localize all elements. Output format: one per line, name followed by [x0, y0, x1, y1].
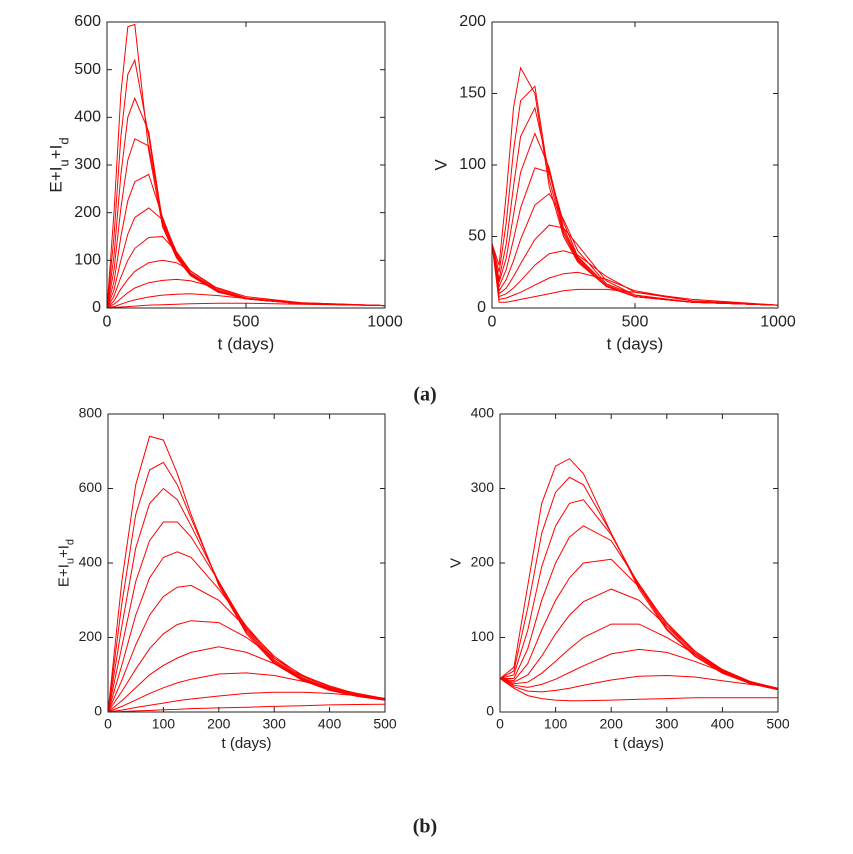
y-tick-label: 800	[79, 405, 103, 421]
data-line	[107, 672, 386, 713]
x-tick-label: 100	[152, 715, 176, 731]
y-tick-label: 100	[471, 628, 495, 644]
y-tick-label: 100	[459, 156, 486, 173]
y-tick-label: 50	[468, 228, 486, 245]
y-tick-label: 200	[79, 628, 103, 644]
y-axis-label-part: V	[448, 558, 465, 568]
y-tick-label: 0	[486, 703, 494, 719]
data-line	[499, 499, 779, 691]
y-axis-label-subscript: u	[65, 558, 77, 564]
data-line	[106, 207, 386, 309]
x-tick-label: 1000	[760, 314, 796, 331]
data-line	[107, 435, 386, 713]
y-axis-label: V	[448, 558, 465, 568]
y-axis-label-part: +I	[47, 145, 66, 160]
x-tick-label: 500	[766, 715, 790, 731]
data-line	[491, 167, 779, 306]
x-tick-label: 500	[233, 314, 260, 331]
y-tick-label: 200	[471, 554, 495, 570]
y-axis-label-part: V	[432, 159, 451, 171]
x-tick-label: 500	[373, 715, 397, 731]
x-tick-label: 300	[655, 715, 679, 731]
figure-label: (a)	[413, 384, 436, 406]
data-line	[500, 525, 779, 691]
y-tick-label: 600	[74, 13, 101, 30]
data-line	[107, 620, 386, 713]
y-tick-label: 400	[74, 109, 101, 126]
data-line	[106, 23, 386, 309]
data-line	[491, 192, 779, 306]
y-tick-label: 300	[74, 156, 101, 173]
y-tick-label: 200	[459, 13, 486, 30]
data-line	[491, 243, 779, 306]
x-tick-label: 1000	[367, 314, 403, 331]
y-tick-label: 400	[471, 405, 495, 421]
x-tick-label: 0	[488, 314, 497, 331]
plot-frame	[106, 21, 386, 309]
x-axis-label: t (days)	[607, 334, 664, 353]
x-tick-label: 0	[496, 715, 504, 731]
data-line	[106, 293, 386, 309]
y-tick-label: 0	[477, 299, 486, 316]
data-line	[491, 66, 779, 306]
y-tick-label: 500	[74, 61, 101, 78]
y-tick-label: 600	[79, 479, 103, 495]
y-tick-label: 100	[74, 252, 101, 269]
y-axis-label-subscript: d	[65, 539, 77, 545]
data-line	[491, 243, 779, 306]
data-line	[106, 96, 386, 309]
data-line	[107, 551, 386, 713]
x-axis-label: t (days)	[218, 334, 275, 353]
x-tick-label: 200	[207, 715, 231, 731]
data-line	[107, 703, 386, 713]
data-line	[499, 623, 779, 690]
x-tick-label: 0	[104, 715, 112, 731]
data-line	[106, 278, 386, 309]
y-tick-label: 150	[459, 85, 486, 102]
data-line	[107, 487, 386, 713]
plot-frame	[107, 413, 386, 713]
y-axis-label-part: E+I	[56, 564, 73, 587]
data-line	[106, 173, 386, 309]
x-tick-label: 200	[600, 715, 624, 731]
data-line	[491, 132, 779, 306]
y-tick-label: 400	[79, 554, 103, 570]
data-line	[499, 458, 779, 691]
y-tick-label: 0	[92, 299, 101, 316]
data-line	[107, 646, 386, 713]
data-line	[491, 85, 779, 306]
x-tick-label: 500	[622, 314, 649, 331]
x-axis-label: t (days)	[614, 735, 664, 752]
y-tick-label: 0	[94, 703, 102, 719]
x-tick-label: 0	[103, 314, 112, 331]
data-line	[106, 259, 386, 309]
figure-label: (b)	[413, 816, 437, 838]
x-tick-label: 400	[318, 715, 342, 731]
y-axis-label-part: E+I	[47, 167, 66, 193]
data-line	[491, 224, 779, 306]
data-line	[107, 521, 386, 713]
x-tick-label: 300	[263, 715, 287, 731]
y-tick-label: 200	[74, 204, 101, 221]
y-axis-label: E+Iu+Id	[56, 539, 77, 587]
data-line	[499, 588, 779, 690]
y-tick-label: 300	[471, 479, 495, 495]
data-line	[499, 674, 779, 693]
data-line	[499, 648, 779, 689]
data-line	[491, 243, 779, 306]
y-axis-label-part: +I	[56, 545, 73, 558]
data-line	[107, 691, 386, 713]
y-axis-label: V	[432, 159, 451, 171]
data-line	[499, 678, 778, 702]
x-tick-label: 100	[544, 715, 568, 731]
y-axis-label: E+Iu+Id	[47, 137, 71, 192]
x-axis-label: t (days)	[221, 735, 271, 752]
y-axis-label-subscript: u	[56, 159, 71, 166]
x-tick-label: 400	[711, 715, 735, 731]
y-axis-label-subscript: d	[56, 137, 71, 144]
data-line	[491, 106, 779, 306]
data-line	[106, 58, 386, 309]
plot-frame	[499, 413, 779, 713]
